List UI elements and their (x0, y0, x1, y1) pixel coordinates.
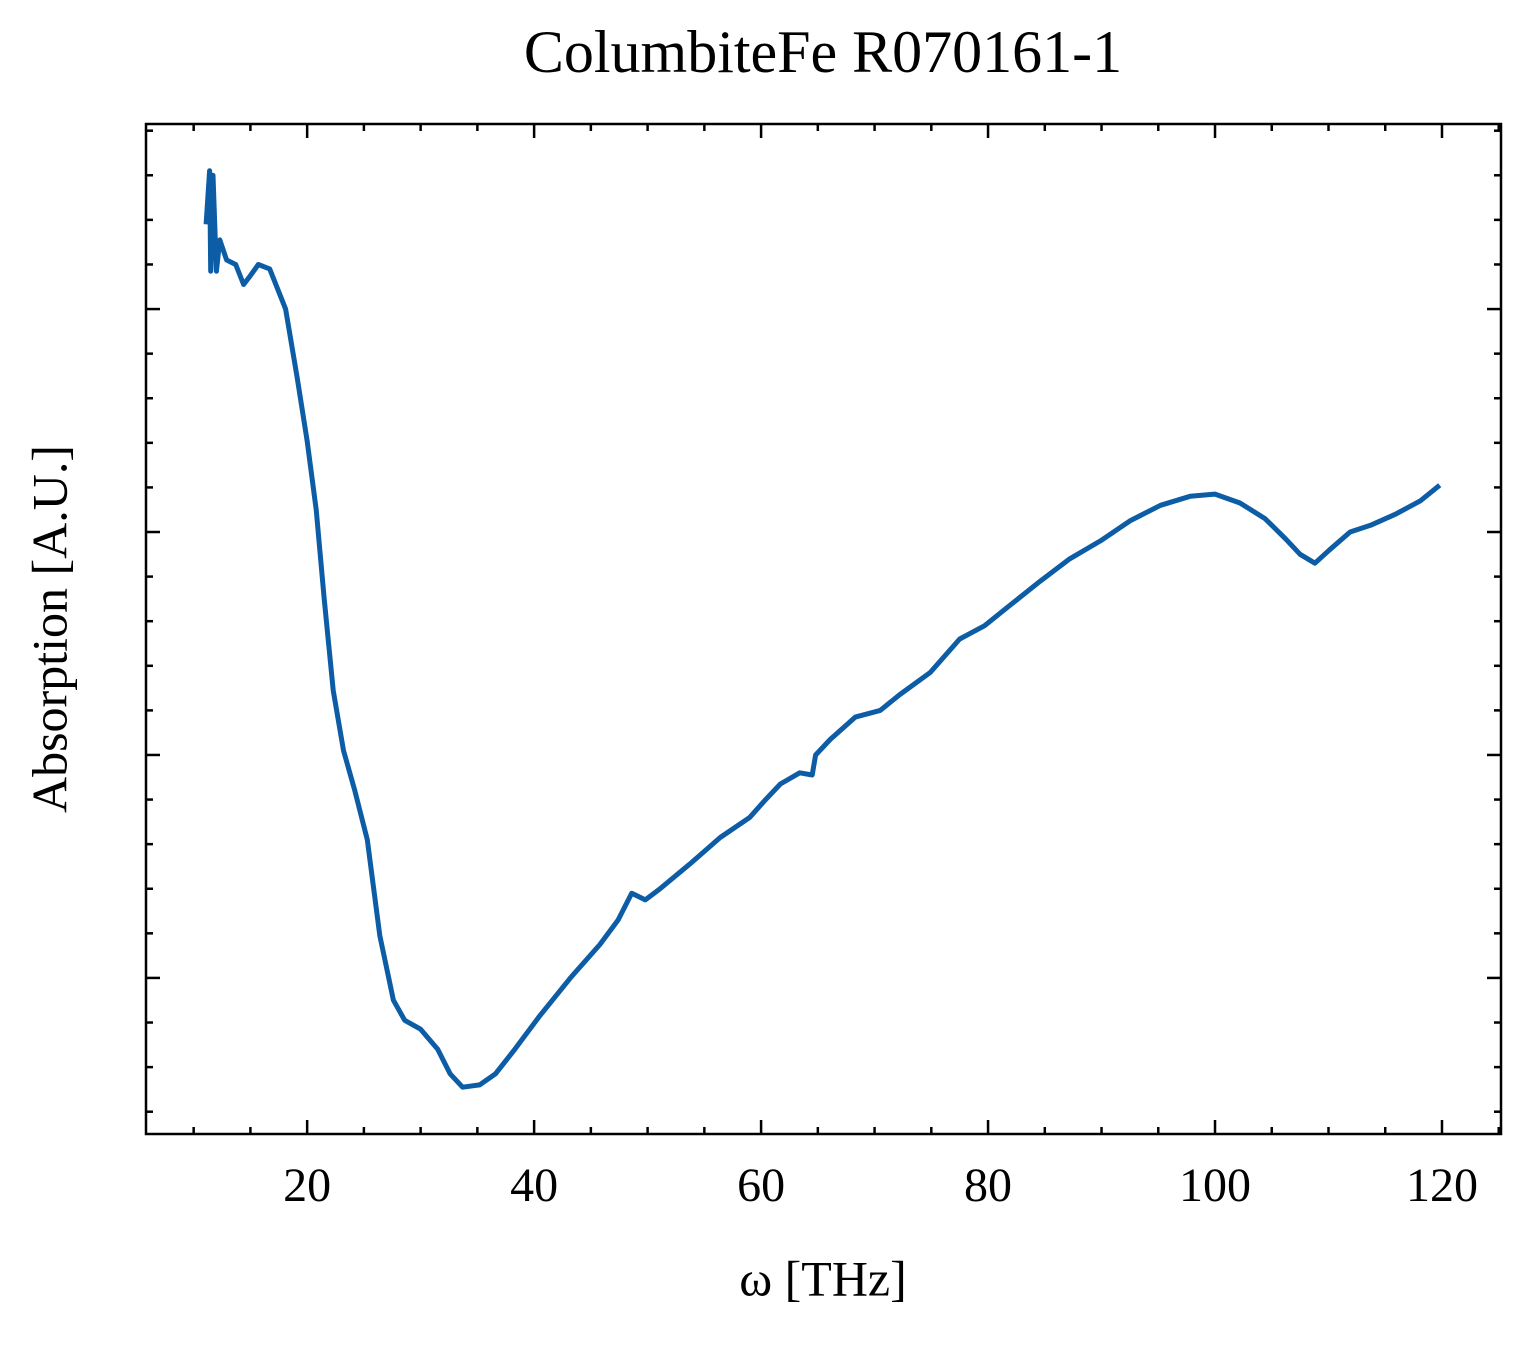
x-tick-label: 120 (1406, 1159, 1478, 1212)
x-tick-label: 100 (1179, 1159, 1251, 1212)
y-axis-label: Absorption [A.U.] (21, 445, 77, 813)
x-axis-label: ω [THz] (739, 1250, 907, 1306)
x-tick-label: 60 (737, 1159, 785, 1212)
chart-title: ColumbiteFe R070161-1 (524, 19, 1122, 85)
x-tick-label: 40 (510, 1159, 558, 1212)
x-tick-label: 20 (283, 1159, 331, 1212)
x-tick-label: 80 (964, 1159, 1012, 1212)
data-line (203, 168, 1442, 1090)
plot-frame (144, 122, 1503, 1136)
